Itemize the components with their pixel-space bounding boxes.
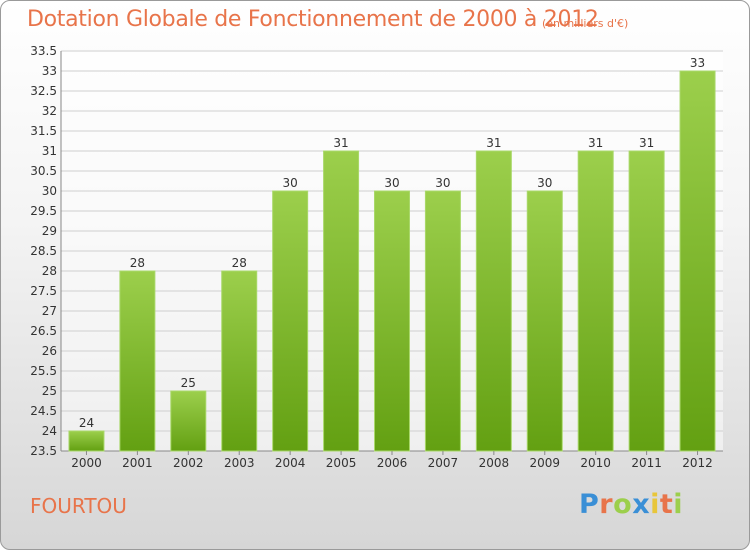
bar <box>475 150 512 452</box>
data-label: 31 <box>588 136 603 150</box>
data-label: 30 <box>537 176 552 190</box>
x-tick-label: 2011 <box>631 456 662 470</box>
y-tick-label: 32 <box>42 104 57 118</box>
y-tick-label: 24 <box>42 424 57 438</box>
y-tick-label: 27.5 <box>30 284 57 298</box>
y-tick-label: 29 <box>42 224 57 238</box>
x-tick-label: 2008 <box>479 456 510 470</box>
brand-letter: t <box>659 489 674 520</box>
y-tick-label: 23.5 <box>30 444 57 458</box>
bar <box>577 150 614 452</box>
bar <box>526 190 563 452</box>
chart-title: Dotation Globale de Fonctionnement de 20… <box>27 7 599 32</box>
y-tick-label: 27 <box>42 304 57 318</box>
data-label: 31 <box>639 136 654 150</box>
y-tick-label: 32.5 <box>30 84 57 98</box>
x-tick-label: 2001 <box>122 456 153 470</box>
x-tick-label: 2012 <box>682 456 713 470</box>
y-tick-label: 25 <box>42 384 57 398</box>
x-tick-label: 2006 <box>377 456 408 470</box>
data-label: 28 <box>130 256 145 270</box>
y-tick-label: 24.5 <box>30 404 57 418</box>
y-tick-label: 33 <box>42 64 57 78</box>
brand-letter: x <box>632 489 651 520</box>
x-tick-label: 2002 <box>173 456 204 470</box>
brand-letter: i <box>673 489 684 520</box>
bar <box>170 390 207 452</box>
brand-letter: r <box>599 489 614 520</box>
data-label: 30 <box>283 176 298 190</box>
y-tick-label: 33.5 <box>30 44 57 58</box>
bar <box>679 70 716 452</box>
y-tick-label: 26 <box>42 344 57 358</box>
data-label: 30 <box>384 176 399 190</box>
brand-letter: P <box>579 489 600 520</box>
bar <box>424 190 461 452</box>
y-tick-label: 25.5 <box>30 364 57 378</box>
x-tick-label: 2000 <box>71 456 102 470</box>
x-tick-label: 2005 <box>326 456 357 470</box>
x-tick-label: 2010 <box>580 456 611 470</box>
bar <box>272 190 309 452</box>
data-label: 25 <box>181 376 196 390</box>
x-tick-label: 2009 <box>529 456 560 470</box>
y-tick-label: 31 <box>42 144 57 158</box>
x-tick-label: 2007 <box>428 456 459 470</box>
y-tick-label: 29.5 <box>30 204 57 218</box>
y-tick-label: 31.5 <box>30 124 57 138</box>
y-tick-label: 26.5 <box>30 324 57 338</box>
data-label: 33 <box>690 56 705 70</box>
data-label: 28 <box>232 256 247 270</box>
brand-letter: i <box>650 489 660 520</box>
brand-letter: o <box>613 489 633 520</box>
bar <box>374 190 410 452</box>
proxiti-logo: Proxiti <box>579 489 683 520</box>
x-tick-label: 2003 <box>224 456 255 470</box>
x-tick-label: 2004 <box>275 456 306 470</box>
y-tick-label: 28 <box>42 264 57 278</box>
bar <box>221 270 258 452</box>
data-label: 24 <box>79 416 94 430</box>
chart-subtitle: (en milliers d'€) <box>542 17 629 30</box>
data-label: 31 <box>333 136 348 150</box>
bar <box>323 150 360 452</box>
data-label: 30 <box>435 176 450 190</box>
bar <box>119 270 156 452</box>
bar <box>628 150 665 452</box>
commune-name: FOURTOU <box>30 494 127 518</box>
y-tick-label: 28.5 <box>30 244 57 258</box>
y-tick-label: 30 <box>42 184 57 198</box>
data-label: 31 <box>486 136 501 150</box>
bar <box>68 430 105 452</box>
y-tick-label: 30.5 <box>30 164 57 178</box>
